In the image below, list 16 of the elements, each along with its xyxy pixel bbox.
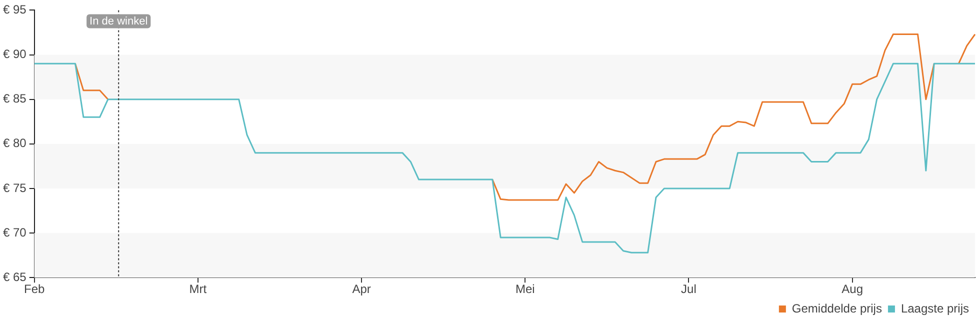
y-tick-label: € 85 [2, 92, 27, 106]
y-tick-label: € 70 [2, 225, 27, 240]
x-tick-label: Feb [24, 282, 46, 296]
annotation: In de winkel [90, 16, 148, 28]
y-tick-label: € 75 [2, 180, 27, 195]
y-tick-label: € 95 [2, 2, 27, 17]
x-tick-label: Mrt [189, 282, 208, 296]
x-tick-label: Mei [515, 282, 535, 296]
x-tick-label: Aug [842, 282, 863, 296]
y-tick-label: € 90 [2, 47, 27, 62]
legend-label: Laagste prijs [900, 301, 970, 316]
y-tick-label: € 65 [2, 270, 27, 284]
legend-label: Gemiddelde prijs [792, 301, 882, 316]
x-tick-label: Apr [352, 282, 371, 296]
y-tick-label: € 80 [2, 136, 27, 150]
x-tick-label: Jul [681, 282, 696, 296]
